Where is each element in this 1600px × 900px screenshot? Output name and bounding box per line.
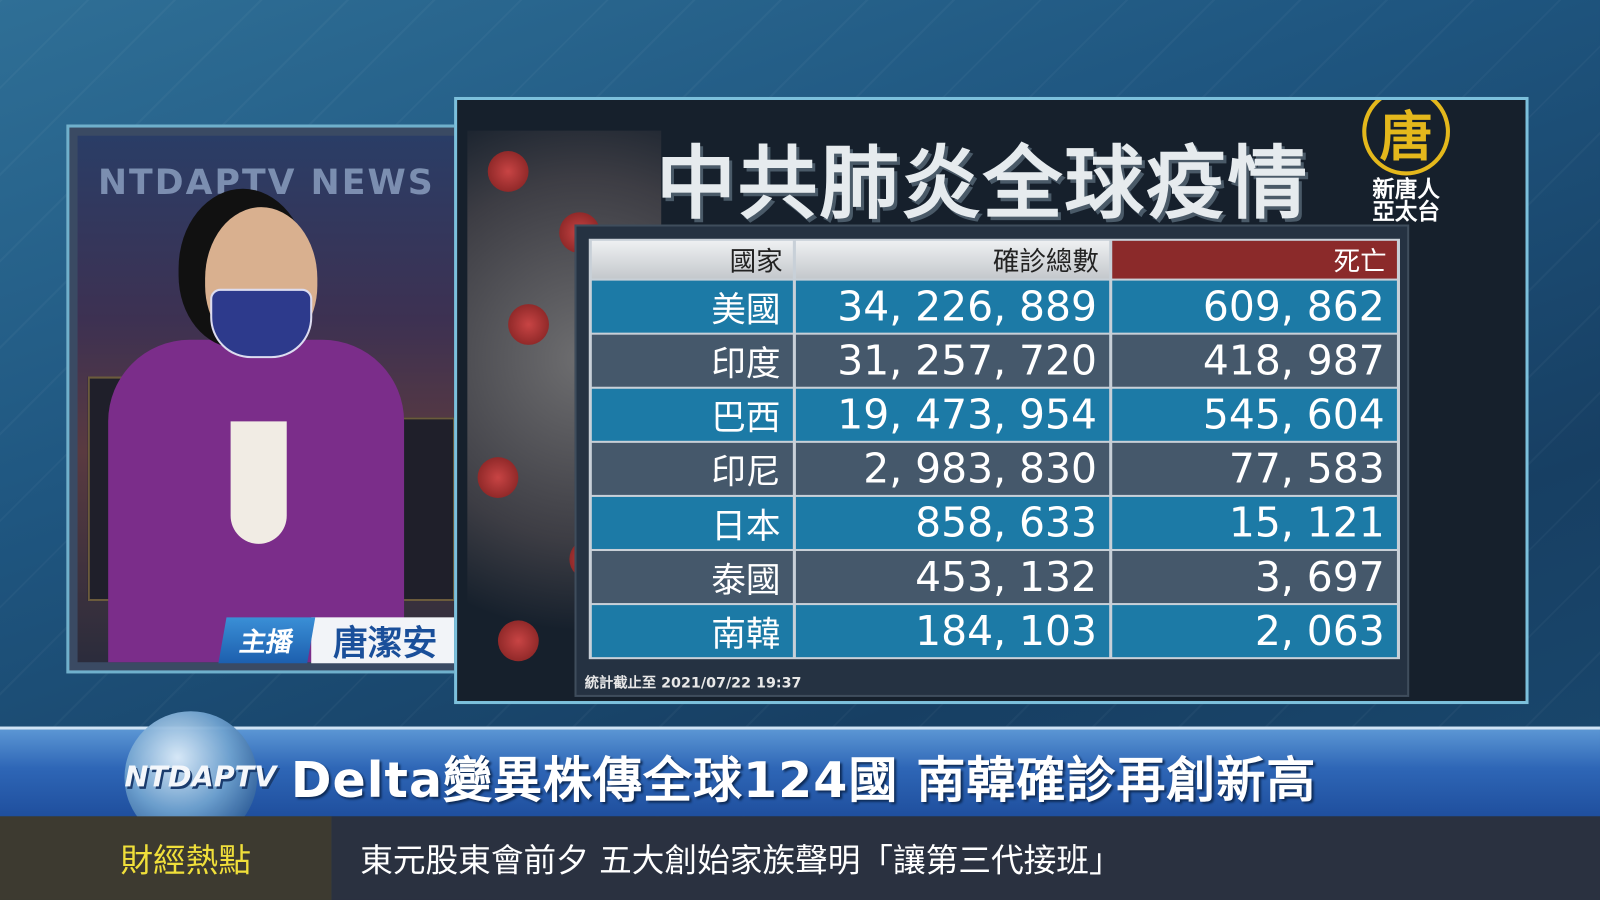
cell-country: 南韓 <box>591 605 793 658</box>
header-cases: 確診總數 <box>795 240 1110 279</box>
ntd-logo: 唐 新唐人 亞太台 <box>1355 99 1457 231</box>
table-row: 泰國 453, 132 3, 697 <box>591 551 1397 604</box>
panel-title: 中共肺炎全球疫情 <box>656 138 1310 231</box>
cell-country: 日本 <box>591 496 793 549</box>
logo-emblem: 唐 <box>1362 99 1450 176</box>
headline-text: Delta變異株傳全球124國 南韓確診再創新高 <box>290 752 1317 810</box>
table-header: 國家 確診總數 死亡 <box>591 240 1397 279</box>
logo-text: 新唐人 亞太台 <box>1372 177 1440 226</box>
studio-sign: NTDAPTV NEWS <box>97 162 435 204</box>
crawl-category: 財經熱點 <box>0 816 332 900</box>
cell-deaths: 2, 063 <box>1112 605 1397 658</box>
anchor-video: NTDAPTV NEWS <box>66 124 472 674</box>
anchor-shirt <box>230 421 287 544</box>
cell-deaths: 545, 604 <box>1112 388 1397 441</box>
anchor-name: 唐潔安 <box>311 617 460 664</box>
cell-deaths: 15, 121 <box>1112 496 1397 549</box>
header-deaths: 死亡 <box>1112 240 1397 279</box>
anchor-mask <box>210 288 313 359</box>
headline-bar: NTDAPTV Delta變異株傳全球124國 南韓確診再創新高 <box>0 711 1600 844</box>
statistics-panel: 中共肺炎全球疫情 唐 新唐人 亞太台 國家 確診總數 死亡 美國 34, 226, … <box>454 96 1529 705</box>
crawl-text: 東元股東會前夕 五大創始家族聲明「讓第三代接班」 <box>331 816 1600 900</box>
stats-table: 國家 確診總數 死亡 美國 34, 226, 889 609, 862 印度 31, 2… <box>588 238 1400 660</box>
cell-deaths: 418, 987 <box>1112 334 1397 387</box>
table-row: 巴西 19, 473, 954 545, 604 <box>591 388 1397 441</box>
cell-cases: 184, 103 <box>795 605 1110 658</box>
cell-cases: 19, 473, 954 <box>795 388 1110 441</box>
table-row: 印度 31, 257, 720 418, 987 <box>591 334 1397 387</box>
cell-cases: 31, 257, 720 <box>795 334 1110 387</box>
cell-country: 泰國 <box>591 551 793 604</box>
role-label: 主播 <box>218 617 316 664</box>
cell-cases: 858, 633 <box>795 496 1110 549</box>
studio-background: NTDAPTV NEWS <box>77 135 461 663</box>
cell-cases: 34, 226, 889 <box>795 280 1110 333</box>
cell-cases: 2, 983, 830 <box>795 442 1110 495</box>
news-crawl: 財經熱點 東元股東會前夕 五大創始家族聲明「讓第三代接班」 <box>0 816 1600 900</box>
cell-deaths: 77, 583 <box>1112 442 1397 495</box>
table-row: 印尼 2, 983, 830 77, 583 <box>591 442 1397 495</box>
cell-country: 美國 <box>591 280 793 333</box>
stats-table-container: 國家 確診總數 死亡 美國 34, 226, 889 609, 862 印度 31, 2… <box>574 224 1410 697</box>
header-country: 國家 <box>591 240 793 279</box>
table-row: 日本 858, 633 15, 121 <box>591 496 1397 549</box>
table-row: 美國 34, 226, 889 609, 862 <box>591 280 1397 333</box>
cell-cases: 453, 132 <box>795 551 1110 604</box>
name-tag: 主播 唐潔安 <box>218 617 460 664</box>
cell-country: 巴西 <box>591 388 793 441</box>
cell-deaths: 3, 697 <box>1112 551 1397 604</box>
cell-country: 印尼 <box>591 442 793 495</box>
table-row: 南韓 184, 103 2, 063 <box>591 605 1397 658</box>
cell-deaths: 609, 862 <box>1112 280 1397 333</box>
cell-country: 印度 <box>591 334 793 387</box>
timestamp: 統計截止至 2021/07/22 19:37 <box>584 675 802 692</box>
